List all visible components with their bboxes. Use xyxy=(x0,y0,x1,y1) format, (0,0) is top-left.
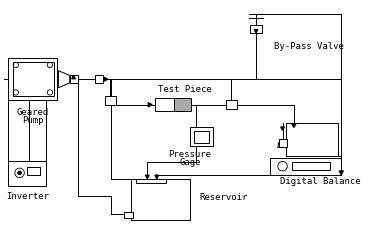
Polygon shape xyxy=(281,127,284,130)
Bar xyxy=(194,131,209,143)
Bar xyxy=(8,161,46,186)
Bar xyxy=(174,98,191,111)
Text: Reservoir: Reservoir xyxy=(199,193,248,202)
Polygon shape xyxy=(339,171,343,175)
Bar xyxy=(105,96,116,105)
Polygon shape xyxy=(292,124,296,127)
Text: Digital Balance: Digital Balance xyxy=(280,177,360,186)
Bar xyxy=(286,123,338,156)
Bar xyxy=(124,212,133,218)
Bar xyxy=(292,162,330,170)
Bar xyxy=(70,75,78,83)
Polygon shape xyxy=(104,77,108,81)
Bar xyxy=(190,127,212,146)
Circle shape xyxy=(18,171,21,175)
Bar xyxy=(251,25,262,33)
Bar xyxy=(136,179,166,183)
Polygon shape xyxy=(145,175,149,179)
Text: Inverter: Inverter xyxy=(6,192,49,201)
Text: By-Pass Valve: By-Pass Valve xyxy=(274,42,344,51)
Bar xyxy=(131,179,190,220)
Text: Geared: Geared xyxy=(17,108,49,117)
Bar xyxy=(13,62,53,96)
Text: Test Piece: Test Piece xyxy=(158,85,212,94)
Polygon shape xyxy=(155,175,159,179)
Polygon shape xyxy=(148,103,152,107)
Bar xyxy=(95,75,103,83)
Bar xyxy=(226,100,237,109)
Bar xyxy=(27,167,40,175)
Bar xyxy=(270,158,341,175)
Text: Pump: Pump xyxy=(22,116,44,125)
Text: Pressure: Pressure xyxy=(168,150,211,159)
Bar xyxy=(155,98,174,111)
Polygon shape xyxy=(58,71,70,88)
Text: Gage: Gage xyxy=(179,158,200,167)
Polygon shape xyxy=(72,75,75,79)
Bar xyxy=(279,139,287,147)
Bar xyxy=(8,58,58,100)
Polygon shape xyxy=(254,30,258,33)
